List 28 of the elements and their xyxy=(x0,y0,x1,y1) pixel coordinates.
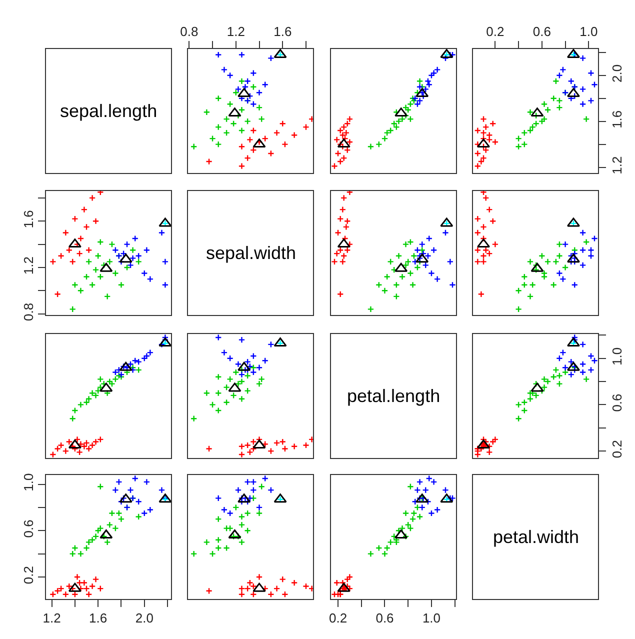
y-tick-label: 0.2 xyxy=(20,566,36,584)
text: petal.length xyxy=(347,386,440,406)
x-tick-label: 0.6 xyxy=(376,610,394,626)
x-tick-label: 0.2 xyxy=(328,610,348,626)
x-tick-label: 1.2 xyxy=(42,610,61,626)
y-tick-label: 1.6 xyxy=(610,110,625,128)
x-tick-label: 1.0 xyxy=(580,24,598,39)
y-tick-label: 1.2 xyxy=(20,256,36,275)
x-tick-label: 0.2 xyxy=(486,24,504,39)
text: sepal.length xyxy=(60,101,158,121)
x-tick-label: 1.2 xyxy=(226,24,245,39)
y-tick-label: 0.8 xyxy=(20,302,36,321)
x-tick-label: 1.6 xyxy=(89,610,108,626)
y-tick-label: 2.0 xyxy=(610,64,625,82)
x-tick-label: 1.6 xyxy=(274,24,292,39)
text: petal.width xyxy=(493,527,580,547)
y-tick-label: 0.6 xyxy=(610,394,625,412)
y-tick-label: 1.2 xyxy=(610,156,625,174)
y-tick-label: 1.0 xyxy=(610,347,625,366)
x-tick-label: 0.8 xyxy=(180,24,198,39)
x-tick-label: 1.0 xyxy=(422,610,441,626)
y-tick-label: 0.6 xyxy=(20,520,36,538)
x-tick-label: 0.6 xyxy=(532,24,551,39)
y-tick-label: 1.6 xyxy=(20,210,36,228)
y-tick-label: 1.0 xyxy=(20,473,36,492)
y-tick-label: 0.2 xyxy=(610,440,625,458)
text: sepal.width xyxy=(206,243,296,263)
x-tick-label: 2.0 xyxy=(135,610,154,626)
